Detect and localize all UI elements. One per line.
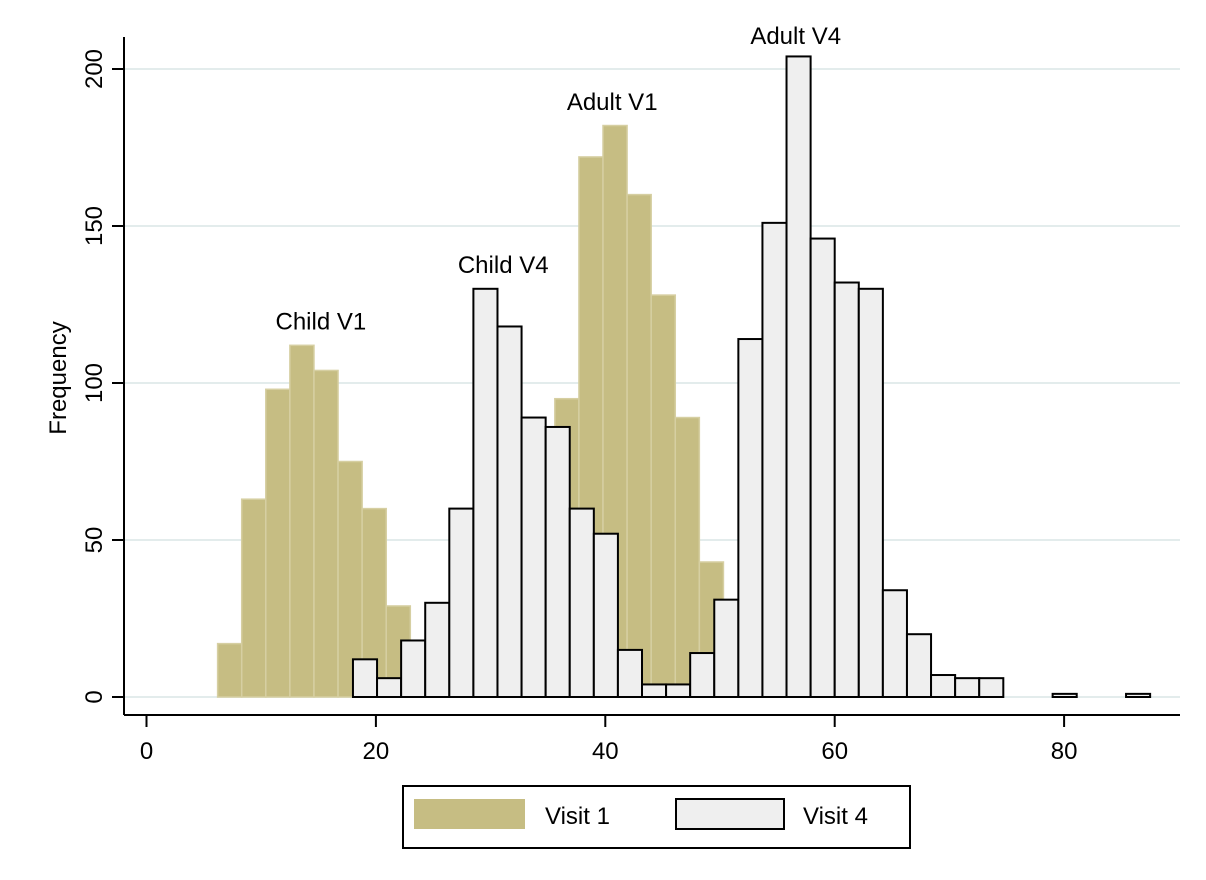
bar-visit-4-26 (978, 677, 1005, 698)
annotation-child-v4: Child V4 (458, 252, 549, 279)
bar-visit-4-20 (833, 281, 860, 698)
legend-label-visit-4: Visit 4 (803, 803, 868, 830)
bar-visit-4-10 (592, 532, 619, 698)
bar-visit-4-2 (400, 639, 427, 698)
bar-visit-4-22 (881, 589, 908, 698)
y-tick-label-0: 0 (81, 690, 108, 703)
bar-visit-1-2 (265, 388, 291, 698)
bar-visit-4-11 (616, 648, 644, 699)
bar-visit-1-0 (216, 642, 243, 698)
bar-visit-4-4 (448, 507, 475, 698)
visit-1-bars (216, 124, 749, 698)
visit-4-bars (351, 55, 1152, 699)
y-axis-label: Frequency (45, 321, 72, 434)
bar-visit-4-16 (737, 338, 764, 698)
x-tick-label-40: 40 (592, 738, 619, 765)
bar-visit-4-1 (376, 677, 403, 698)
bar-visit-4-3 (424, 601, 451, 698)
bar-visit-4-24 (930, 674, 957, 699)
legend-label-visit-1: Visit 1 (545, 803, 610, 830)
bar-visit-4-17 (761, 221, 788, 699)
bar-visit-1-4 (313, 369, 339, 698)
bar-visit-4-25 (954, 677, 981, 698)
annotation-child-v1: Child V1 (275, 309, 366, 336)
legend-swatch-visit-1 (414, 799, 525, 829)
bar-visit-4-9 (568, 507, 595, 698)
bar-visit-1-3 (289, 344, 315, 698)
peak-annotations: Child V1 Child V4 Adult V1 Adult V4 (275, 23, 841, 336)
bar-visit-1-17 (626, 193, 652, 698)
x-tick-label-80: 80 (1051, 738, 1078, 765)
y-tick-label-200: 200 (81, 49, 108, 89)
y-tick-label-150: 150 (81, 206, 108, 246)
bar-visit-1-18 (650, 294, 677, 698)
bar-visit-1-19 (674, 416, 701, 698)
bar-visit-4-6 (496, 325, 523, 698)
bar-visit-4-19 (809, 237, 836, 698)
bar-visit-4-8 (544, 425, 571, 698)
bar-visit-1-1 (240, 498, 267, 698)
x-tick-label-60: 60 (821, 738, 848, 765)
bar-visit-4-14 (689, 652, 716, 698)
bar-visit-4-21 (857, 287, 884, 698)
legend-swatch-visit-4 (675, 798, 785, 830)
x-tick-label-0: 0 (140, 738, 153, 765)
bar-visit-4-27 (1051, 692, 1078, 698)
bar-visit-4-7 (520, 416, 547, 698)
y-tick-label-100: 100 (81, 363, 108, 403)
bar-visit-4-18 (785, 55, 812, 698)
bar-visit-4-13 (665, 683, 692, 699)
y-tick-label-50: 50 (81, 527, 108, 554)
bar-visit-4-12 (641, 683, 668, 699)
legend: Visit 1 Visit 4 (402, 785, 911, 849)
x-tick-label-20: 20 (363, 738, 390, 765)
annotation-adult-v4: Adult V4 (750, 23, 841, 50)
bar-visit-4-28 (1125, 692, 1152, 698)
bar-visit-4-15 (713, 598, 740, 698)
annotation-adult-v1: Adult V1 (567, 89, 658, 116)
bar-visit-4-5 (472, 287, 499, 698)
bar-visit-4-23 (905, 633, 933, 699)
bar-visit-4-0 (351, 658, 379, 699)
axes: 0 50 100 150 200 0 20 40 60 80 (81, 37, 1180, 765)
